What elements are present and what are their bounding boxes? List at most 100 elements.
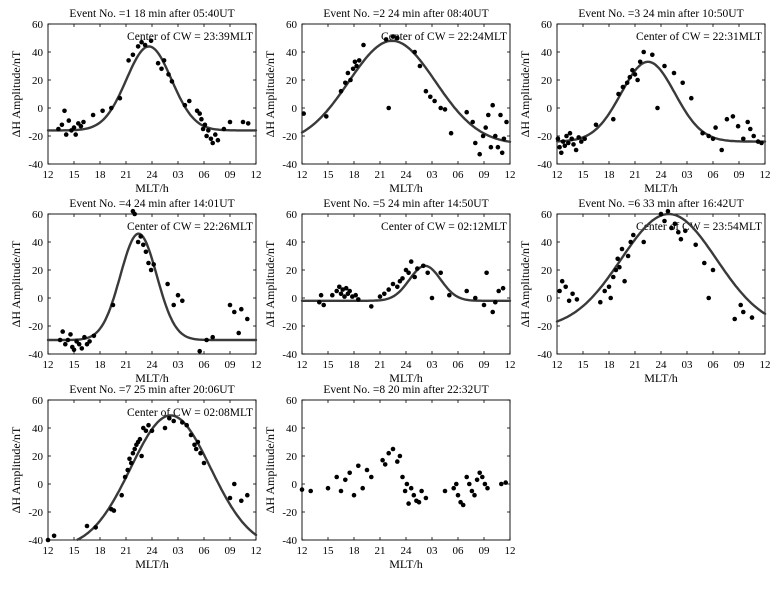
data-point xyxy=(213,132,218,137)
data-point xyxy=(146,422,151,428)
data-point xyxy=(442,107,448,112)
y-tick-label: 40 xyxy=(32,423,44,435)
x-tick-label: 18 xyxy=(604,359,616,371)
x-tick-label: 24 xyxy=(656,169,668,181)
x-tick-label: 03 xyxy=(682,359,694,371)
x-tick-label: 12 xyxy=(297,359,308,371)
y-tick-label: 20 xyxy=(32,75,44,87)
data-point xyxy=(342,294,347,299)
data-point xyxy=(700,130,705,136)
data-point xyxy=(132,211,137,217)
data-point xyxy=(631,232,636,238)
x-tick-label: 12 xyxy=(251,359,262,371)
data-point xyxy=(432,98,437,104)
data-point xyxy=(693,242,698,248)
x-tick-label: 06 xyxy=(199,169,211,181)
data-point xyxy=(51,533,57,539)
x-tick-label: 24 xyxy=(401,359,413,371)
x-tick-label: 24 xyxy=(147,169,159,181)
data-point xyxy=(402,488,408,494)
x-tick-label: 12 xyxy=(505,545,516,557)
data-point xyxy=(555,136,561,142)
data-point xyxy=(347,288,353,294)
data-point xyxy=(748,126,753,132)
x-tick-label: 09 xyxy=(225,545,237,557)
data-point xyxy=(719,147,724,153)
data-point xyxy=(428,94,433,100)
data-point xyxy=(451,485,457,491)
data-point xyxy=(386,450,392,456)
data-point xyxy=(460,502,466,508)
y-tick-label: -20 xyxy=(537,131,552,143)
x-tick-label: 24 xyxy=(401,169,413,181)
data-point xyxy=(490,309,496,315)
x-tick-label: 03 xyxy=(427,169,439,181)
data-point xyxy=(165,281,170,287)
data-point xyxy=(159,66,164,72)
data-point xyxy=(348,77,353,83)
data-point xyxy=(579,139,584,144)
x-tick-label: 21 xyxy=(630,359,641,371)
x-tick-label: 21 xyxy=(121,169,132,181)
data-point xyxy=(195,439,201,445)
y-tick-label: 60 xyxy=(32,19,44,31)
data-point xyxy=(130,52,136,58)
x-tick-label: 06 xyxy=(199,359,211,371)
data-point xyxy=(488,144,494,150)
data-point xyxy=(193,446,199,452)
data-point xyxy=(210,334,215,340)
x-tick-label: 12 xyxy=(43,545,54,557)
data-point xyxy=(62,108,67,114)
data-point xyxy=(710,136,716,142)
data-point xyxy=(619,246,625,252)
y-tick-label: 0 xyxy=(38,293,44,305)
data-point xyxy=(351,492,357,498)
y-tick-label: 20 xyxy=(286,75,298,87)
data-point xyxy=(356,297,361,302)
data-point xyxy=(324,114,329,119)
data-point xyxy=(347,470,353,476)
y-tick-label: -40 xyxy=(282,159,297,171)
data-point xyxy=(380,457,385,463)
data-point xyxy=(498,112,503,118)
data-point xyxy=(197,111,202,116)
x-tick-label: 15 xyxy=(69,169,81,181)
data-point xyxy=(480,474,485,480)
x-tick-label: 15 xyxy=(323,359,335,371)
data-point xyxy=(239,306,244,312)
data-point xyxy=(406,501,411,506)
data-point xyxy=(111,508,117,513)
data-point xyxy=(567,130,573,136)
data-point xyxy=(204,133,209,139)
x-tick-label: 03 xyxy=(427,545,439,557)
data-point xyxy=(353,292,359,298)
data-point xyxy=(421,263,426,269)
data-point xyxy=(408,259,414,264)
data-point xyxy=(130,450,136,456)
data-point xyxy=(301,111,307,116)
data-point xyxy=(204,337,209,343)
data-point xyxy=(469,488,475,494)
x-tick-label: 12 xyxy=(505,169,516,181)
data-point xyxy=(66,118,72,123)
y-tick-label: 40 xyxy=(286,423,298,435)
fit-curve xyxy=(300,264,512,302)
data-point xyxy=(470,119,476,125)
data-point xyxy=(138,234,143,239)
data-point xyxy=(473,140,478,146)
data-point xyxy=(408,485,414,491)
data-point xyxy=(480,133,486,139)
data-point xyxy=(570,291,575,297)
data-point xyxy=(467,481,472,487)
data-point xyxy=(620,84,626,90)
data-point xyxy=(356,463,361,469)
x-tick-label: 09 xyxy=(734,359,746,371)
data-point xyxy=(73,132,78,137)
data-point xyxy=(741,309,746,315)
data-point xyxy=(155,60,161,66)
x-tick-label: 12 xyxy=(43,359,54,371)
y-tick-label: 40 xyxy=(541,237,553,249)
